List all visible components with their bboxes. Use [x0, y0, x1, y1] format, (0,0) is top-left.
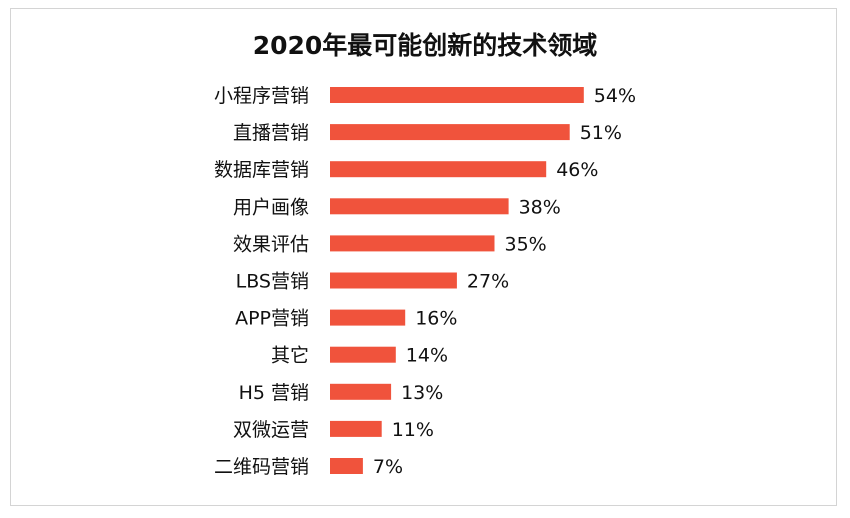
bars-group [330, 87, 584, 474]
bar [330, 272, 457, 289]
value-label: 16% [415, 308, 457, 330]
value-label: 14% [406, 345, 448, 367]
bar [330, 124, 570, 141]
value-label: 46% [556, 159, 598, 181]
category-label: 双微运营 [233, 419, 309, 441]
value-label: 27% [467, 271, 509, 293]
category-label: 小程序营销 [214, 85, 309, 107]
bar [330, 198, 509, 215]
bar [330, 161, 547, 178]
category-label: 用户画像 [233, 196, 309, 218]
bar [330, 458, 363, 474]
bar [330, 383, 392, 400]
value-label: 51% [580, 122, 622, 144]
value-label: 13% [401, 382, 443, 404]
chart-title: 2020年最可能创新的技术领域 [252, 31, 598, 60]
bar [330, 87, 584, 103]
value-label: 54% [594, 85, 636, 107]
value-labels-group: 54% 51% 46% 38% 35% 27% 16% 14% 13% 11% 7% [373, 85, 636, 478]
bar [330, 309, 406, 326]
category-label: APP营销 [235, 308, 309, 330]
value-label: 7% [373, 456, 403, 478]
category-label: H5 营销 [239, 382, 309, 404]
category-label: LBS营销 [236, 271, 309, 293]
bar [330, 346, 396, 363]
category-label: 效果评估 [233, 233, 309, 255]
value-label: 35% [505, 233, 547, 255]
category-label: 二维码营销 [214, 456, 309, 478]
value-label: 38% [519, 196, 561, 218]
category-label: 数据库营销 [214, 159, 309, 181]
value-label: 11% [392, 419, 434, 441]
category-label: 其它 [271, 345, 309, 367]
bar [330, 235, 495, 252]
category-label: 直播营销 [233, 122, 309, 144]
bar [330, 420, 382, 437]
